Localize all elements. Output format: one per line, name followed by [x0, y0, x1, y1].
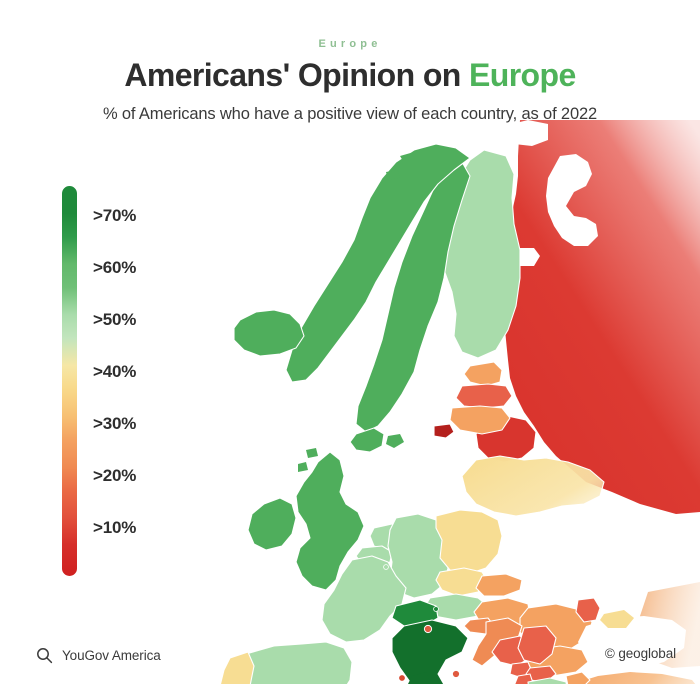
country-italy — [391, 619, 469, 684]
country-norway — [285, 143, 471, 383]
page-title: Americans' Opinion on Europe — [0, 57, 700, 94]
city-dot-san-marino — [451, 669, 461, 679]
source-label: YouGov America — [62, 647, 161, 663]
country-turkey-thrace — [565, 671, 591, 684]
country-moldova — [575, 597, 601, 623]
city-dot-liechtenstein — [433, 606, 439, 612]
search-icon — [36, 647, 53, 664]
city-dot-monaco — [398, 674, 406, 682]
italy-sardinia-island — [408, 672, 432, 684]
country-portugal — [219, 651, 255, 684]
country-greece — [527, 677, 567, 684]
country-sweden — [355, 161, 471, 433]
page-subtitle: % of Americans who have a positive view … — [102, 105, 598, 123]
city-dot-venice — [423, 624, 433, 634]
map-legend: >70% >60% >50% >40% >30% >20% >10% — [62, 186, 202, 576]
legend-label-20: >20% — [93, 466, 137, 485]
kicker-label: Europe — [318, 38, 382, 50]
page-title-plain: Americans' Opinion on — [124, 57, 470, 93]
country-serbia — [517, 625, 557, 665]
legend-label-40: >40% — [93, 362, 137, 381]
country-poland — [435, 509, 503, 575]
country-russia — [498, 120, 700, 514]
country-slovakia — [475, 573, 523, 597]
country-czechia — [435, 567, 489, 597]
country-united-kingdom — [295, 451, 365, 591]
country-ireland — [247, 497, 297, 551]
legend-label-60: >60% — [93, 258, 137, 277]
crimea-peninsula — [600, 610, 634, 628]
country-lithuania — [449, 405, 511, 435]
white-sea-cutout — [546, 154, 598, 246]
country-spain — [232, 641, 353, 684]
country-estonia — [463, 361, 503, 387]
country-croatia — [471, 617, 523, 667]
legend-gradient-bar — [62, 186, 77, 576]
norway-lofoten-islands — [386, 152, 418, 180]
legend-label-50: >50% — [93, 310, 137, 329]
legend-label-10: >10% — [93, 518, 137, 537]
page-title-accent: Europe — [469, 57, 576, 93]
source-attribution: YouGov America — [36, 645, 161, 665]
denmark-zealand-island — [386, 434, 404, 448]
country-turkey — [572, 672, 696, 684]
uk-scottish-isles — [298, 448, 318, 472]
city-dot-luxembourg — [383, 564, 389, 570]
kola-bay-cutout — [502, 120, 548, 146]
country-ukraine — [461, 455, 605, 517]
country-kaliningrad — [433, 423, 455, 439]
black-sea — [578, 616, 686, 670]
country-iceland — [233, 309, 305, 357]
europe-choropleth-map — [0, 120, 700, 684]
legend-label-30: >30% — [93, 414, 137, 433]
country-france — [321, 555, 407, 643]
country-latvia — [455, 383, 513, 409]
legend-label-70: >70% — [93, 206, 137, 225]
credit-label: © geoglobal — [604, 646, 676, 661]
country-denmark — [349, 427, 385, 453]
